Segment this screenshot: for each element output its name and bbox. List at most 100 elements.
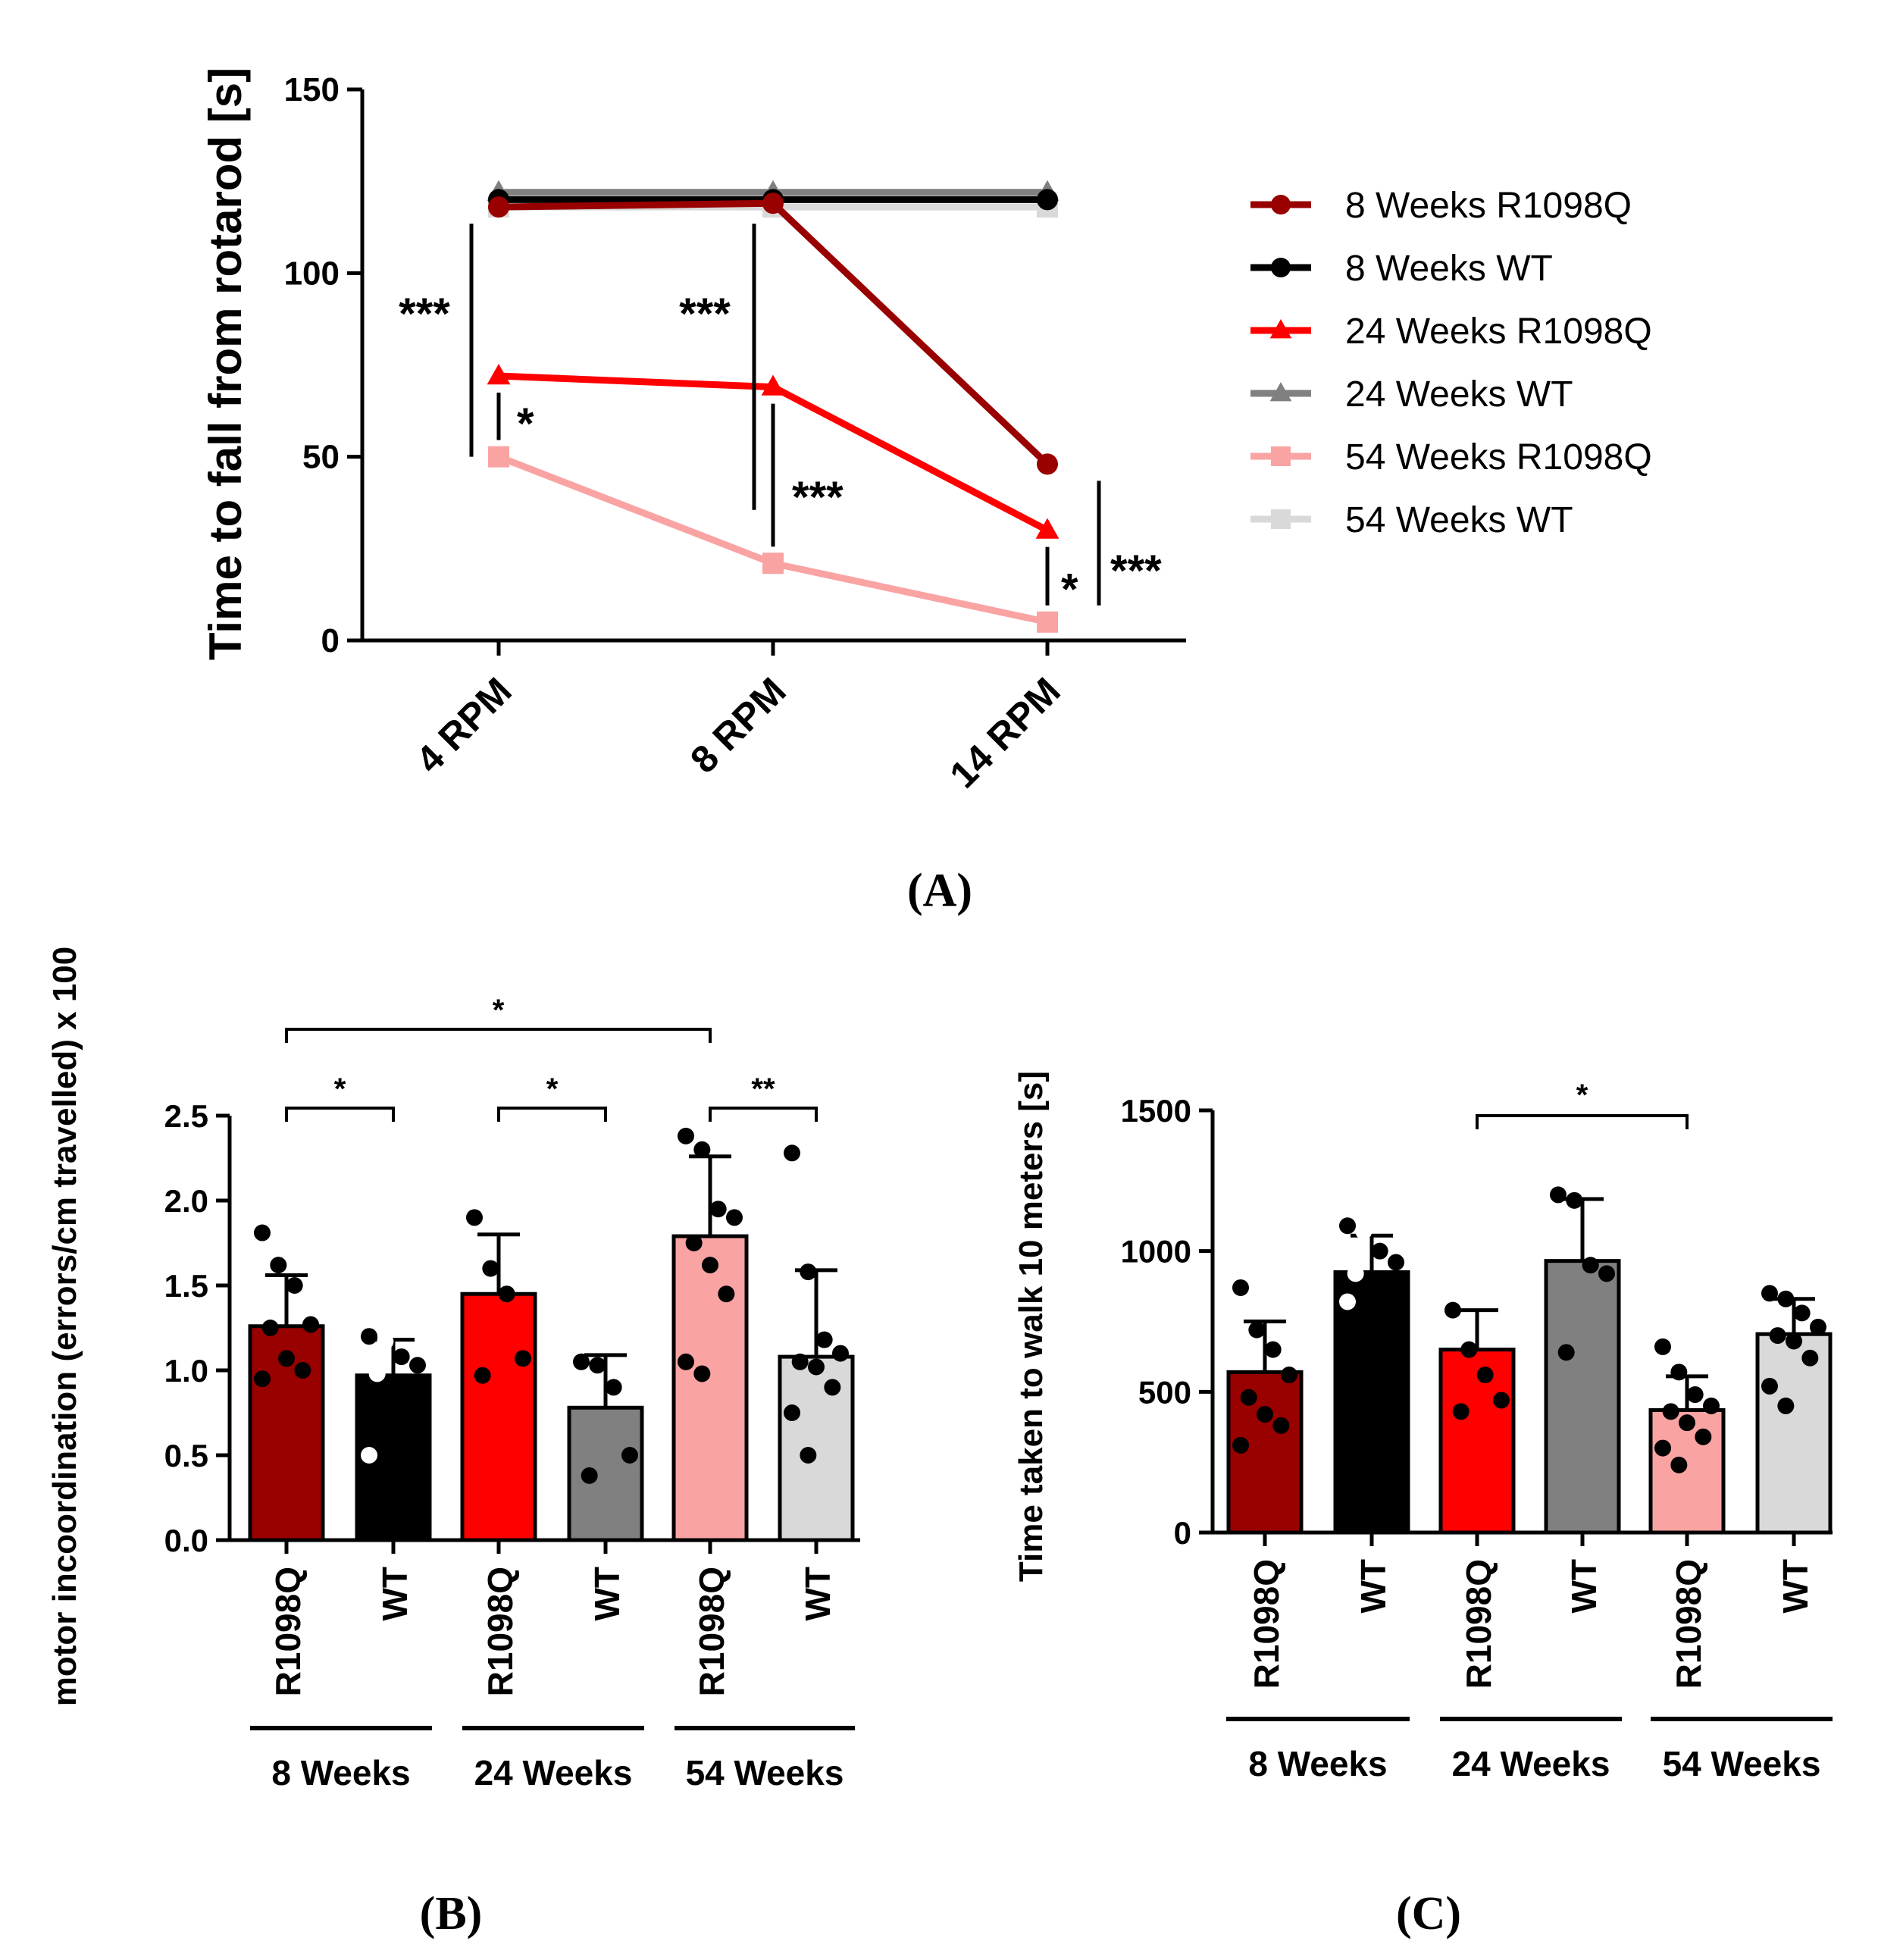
data-point <box>815 1331 833 1348</box>
data-point <box>1662 1403 1679 1420</box>
data-point <box>1557 1344 1575 1361</box>
data-point <box>487 363 511 385</box>
data-point <box>1379 1288 1397 1305</box>
panel-b-bar-chart: 0.0 0.5 1.0 1.5 2.0 2.5 motor incoordination (… <box>46 947 860 1792</box>
legend-entry: 8 Weeks WT <box>1345 249 1553 289</box>
data-point <box>832 1345 849 1362</box>
data-point <box>1476 1367 1494 1384</box>
y-tick-label: 2.0 <box>164 1183 208 1219</box>
significance-label: * <box>1061 565 1078 614</box>
data-point <box>702 1257 718 1274</box>
bar <box>460 1292 537 1542</box>
data-point <box>1037 189 1058 211</box>
significance-label: * <box>1576 1079 1588 1112</box>
data-point <box>1388 1254 1404 1271</box>
data-point <box>784 1144 800 1162</box>
data-point <box>1670 1456 1688 1473</box>
group-label: 24 Weeks <box>474 1753 633 1792</box>
significance-label: *** <box>399 290 450 339</box>
data-point <box>685 1235 703 1251</box>
data-point <box>678 1127 694 1144</box>
data-point <box>1452 1403 1470 1420</box>
data-point <box>1695 1428 1712 1445</box>
data-point <box>791 1353 809 1370</box>
data-point <box>1761 1377 1778 1395</box>
panel-c-bar-chart: 0 500 1000 1500 Time taken to walk 10 meters… <box>1013 1071 1833 1783</box>
y-tick-label: 1.0 <box>164 1353 208 1389</box>
data-point <box>589 1357 606 1374</box>
data-point <box>1339 1217 1356 1235</box>
group-label: 54 Weeks <box>1663 1744 1821 1783</box>
data-point <box>286 1277 303 1294</box>
panel-label-b: (B) <box>420 1888 483 1940</box>
data-point <box>409 1357 426 1374</box>
data-point <box>1347 1265 1364 1282</box>
y-tick-label: 1000 <box>1121 1234 1191 1270</box>
x-tick-label: WT <box>1564 1559 1604 1614</box>
data-point <box>1769 1327 1786 1345</box>
data-point <box>261 1320 279 1336</box>
y-axis-label: Time to fall from rotarod [s] <box>200 67 251 660</box>
data-point <box>1240 1389 1257 1406</box>
data-point <box>1801 1349 1819 1367</box>
panel-a-line-chart: 0 50 100 150 4 RPM 8 RPM 14 RPM Time to fall fr… <box>200 67 1652 797</box>
bar <box>671 1234 749 1542</box>
data-point <box>302 1316 319 1333</box>
bar <box>1438 1348 1516 1535</box>
data-point <box>1035 518 1060 539</box>
y-tick-label: 1500 <box>1121 1093 1191 1129</box>
data-point <box>1810 1318 1826 1335</box>
data-point <box>294 1362 311 1379</box>
data-point <box>1339 1293 1356 1310</box>
bar <box>778 1354 855 1542</box>
data-point <box>581 1467 598 1484</box>
legend-swatch-marker <box>1269 382 1292 402</box>
legend-entry: 24 Weeks R1098Q <box>1345 312 1652 352</box>
significance-bracket <box>285 1107 395 1122</box>
data-point <box>1355 1223 1373 1240</box>
significance-label: * <box>334 1072 346 1106</box>
y-tick-label: 100 <box>284 255 340 292</box>
data-point <box>605 1379 622 1396</box>
data-point <box>1793 1304 1811 1322</box>
bar <box>1333 1270 1410 1535</box>
data-point <box>466 1209 483 1226</box>
legend-swatch-marker <box>1269 319 1292 339</box>
y-tick-label: 500 <box>1138 1374 1191 1410</box>
y-tick-label: 2.5 <box>164 1098 208 1134</box>
group-label: 24 Weeks <box>1452 1744 1610 1783</box>
significance-label: * <box>517 399 534 449</box>
data-point <box>474 1367 491 1384</box>
data-point <box>693 1365 711 1382</box>
data-point <box>1232 1279 1249 1296</box>
data-point <box>385 1373 402 1391</box>
group-label: 8 Weeks <box>271 1753 410 1792</box>
data-point <box>1670 1364 1688 1381</box>
data-point <box>762 553 784 575</box>
data-point <box>270 1257 287 1274</box>
x-tick-label: WT <box>1354 1559 1393 1614</box>
legend-swatch-marker <box>1271 446 1291 466</box>
x-tick-label: WT <box>587 1567 627 1621</box>
significance-label: *** <box>1110 546 1162 596</box>
legend-swatch-marker <box>1271 195 1291 214</box>
data-point <box>1444 1301 1461 1319</box>
data-point <box>1460 1341 1478 1358</box>
data-point <box>393 1348 410 1366</box>
data-point <box>824 1379 841 1396</box>
data-point <box>488 446 509 468</box>
x-tick-label: R1098Q <box>692 1567 731 1696</box>
bar <box>1755 1332 1833 1535</box>
panel-label-a: (A) <box>907 865 972 916</box>
x-tick-label: 4 RPM <box>408 669 520 781</box>
legend-swatch-marker <box>1271 258 1291 277</box>
y-tick-label: 0 <box>1174 1515 1191 1551</box>
significance-bracket <box>1476 1114 1689 1129</box>
x-tick-label: R1098Q <box>1247 1559 1286 1689</box>
data-point <box>1777 1397 1795 1414</box>
data-point <box>377 1332 394 1350</box>
data-point <box>1686 1386 1704 1404</box>
data-point <box>1582 1257 1599 1274</box>
significance-bracket <box>497 1107 607 1122</box>
y-axis-label: Time taken to walk 10 meters [s] <box>1013 1071 1050 1582</box>
